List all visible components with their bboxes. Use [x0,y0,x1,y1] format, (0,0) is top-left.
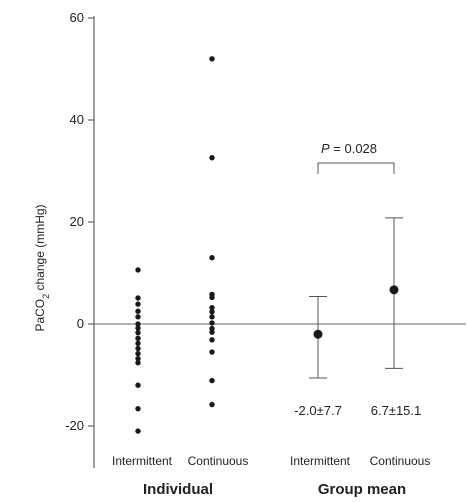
data-point-intermittent [135,382,141,388]
data-point-intermittent [135,345,141,352]
data-point-continuous [209,349,215,355]
y-tick-label: 60 [70,10,84,25]
mean-label-continuous: 6.7±15.1 [371,403,422,418]
mean-point-intermittent [313,329,323,339]
y-tick-label: 0 [77,316,84,331]
data-point-continuous [209,329,215,335]
y-tick-label: 40 [70,112,84,127]
data-point-intermittent [135,405,141,412]
data-point-intermittent [135,267,141,273]
data-point-intermittent [135,355,141,362]
data-point-continuous [209,304,215,311]
y-axis-ticks: -20 0 20 40 60 [65,10,94,433]
data-point-intermittent [135,360,141,366]
data-point-intermittent [135,301,141,307]
data-point-intermittent [135,350,141,357]
category-label-mean-intermittent: Intermittent [290,454,351,468]
data-point-intermittent [135,340,141,347]
group-label-group-mean: Group mean [318,481,406,498]
data-point-continuous [209,155,215,161]
significance-bracket [317,162,395,174]
data-point-intermittent [135,428,141,434]
data-point-continuous [209,294,215,301]
individual-points [135,56,215,434]
data-point-continuous [209,56,215,62]
data-point-intermittent [135,295,141,301]
data-point-intermittent [135,335,141,341]
data-point-continuous [209,320,215,326]
category-label-individual-continuous: Continuous [188,454,249,468]
data-point-intermittent [135,314,141,320]
data-point-continuous [209,401,215,408]
mean-label-intermittent: -2.0±7.7 [294,403,342,418]
category-label-mean-continuous: Continuous [370,454,431,468]
data-point-continuous [209,314,215,320]
data-point-intermittent [135,321,141,327]
category-label-individual-intermittent: Intermittent [112,454,173,468]
mean-point-continuous [389,285,399,295]
data-point-continuous [209,337,215,343]
data-point-continuous [209,255,215,261]
data-point-intermittent [135,329,141,336]
data-point-continuous [209,309,215,315]
y-axis-title: PaCO2 change (mmHg) [33,204,51,331]
group-mean-error-bars [309,217,403,379]
p-value-annotation: P = 0.028 [321,141,377,156]
data-point-intermittent [135,325,141,331]
data-point-continuous [209,377,215,384]
y-tick-label: 20 [70,214,84,229]
y-tick-label: -20 [65,418,84,433]
group-label-individual: Individual [143,481,213,498]
data-point-intermittent [135,308,141,314]
